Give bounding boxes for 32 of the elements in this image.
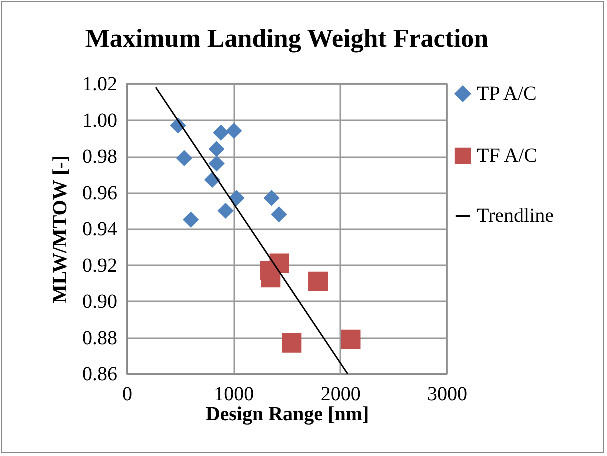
point bbox=[271, 206, 288, 223]
legend-label: TF A/C bbox=[477, 145, 538, 167]
point bbox=[308, 272, 328, 292]
y-tick-label: 0.90 bbox=[82, 291, 118, 313]
y-tick-label: 0.96 bbox=[82, 182, 118, 204]
point bbox=[208, 141, 225, 158]
y-tick-label: 0.98 bbox=[82, 146, 118, 168]
x-tick-label: 0 bbox=[122, 384, 132, 406]
point bbox=[226, 123, 242, 140]
point bbox=[264, 190, 280, 206]
y-axis-title: MLW/MTOW [-] bbox=[50, 156, 72, 304]
point bbox=[213, 124, 230, 141]
legend-label: Trendline bbox=[477, 205, 554, 227]
point bbox=[341, 330, 361, 350]
y-tick-label: 1.00 bbox=[82, 110, 118, 132]
point bbox=[183, 212, 200, 228]
point bbox=[282, 333, 302, 353]
legend-label: TP A/C bbox=[477, 83, 537, 105]
point bbox=[218, 202, 234, 219]
point bbox=[228, 190, 245, 206]
y-tick-label: 1.02 bbox=[82, 74, 118, 96]
y-tick-label: 0.86 bbox=[82, 364, 118, 386]
x-tick-label: 1000 bbox=[214, 384, 254, 406]
x-tick-label: 3000 bbox=[428, 384, 468, 406]
y-tick-label: 0.88 bbox=[82, 327, 118, 350]
point bbox=[176, 150, 192, 166]
y-tick-label: 0.92 bbox=[82, 254, 118, 277]
x-tick-label: 2000 bbox=[320, 384, 361, 406]
x-axis-title: Design Range [nm] bbox=[206, 404, 370, 426]
y-tick-label: 0.94 bbox=[82, 218, 118, 240]
chart-title: Maximum Landing Weight Fraction bbox=[85, 24, 490, 53]
point bbox=[208, 156, 225, 172]
